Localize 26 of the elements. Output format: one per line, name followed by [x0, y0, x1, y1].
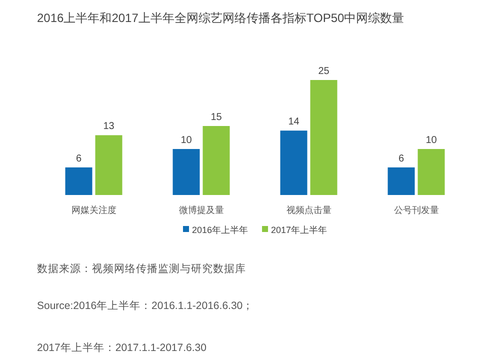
bar [310, 80, 338, 195]
bar [388, 167, 415, 195]
text: 2017年上半年：2017.1.1-2017.6.30 [37, 341, 207, 354]
source-note: Source:2016年上半年：2016.1.1-2016.6.30； [37, 299, 254, 312]
x-tick-label: 微博提及量 [178, 205, 224, 215]
data-label: 15 [210, 112, 222, 123]
bar [418, 149, 445, 195]
legend-label: 2016年上半年 [192, 225, 248, 235]
x-tick-label: 公号刊发量 [394, 205, 439, 215]
data-label: 10 [426, 135, 438, 146]
data-label: 6 [398, 153, 404, 164]
x-tick-label: 网媒关注度 [71, 205, 116, 215]
bar [65, 167, 92, 195]
data-label: 14 [288, 116, 300, 128]
chart-title: 2016上半年和2017上半年全网综艺网络传播各指标TOP50中网综数量 [37, 11, 404, 25]
x-tick-label: 视频点击量 [286, 205, 332, 215]
bar [95, 135, 122, 195]
bar [280, 130, 308, 195]
data-label: 6 [76, 153, 82, 164]
data-label: 25 [318, 66, 330, 77]
legend-label: 2017年上半年 [271, 225, 328, 235]
bar [202, 126, 230, 195]
source-note: 数据来源：视频网络传播监测与研究数据库 [37, 262, 246, 275]
data-label: 10 [180, 135, 192, 146]
data-label: 13 [103, 121, 115, 132]
bar [172, 149, 200, 195]
